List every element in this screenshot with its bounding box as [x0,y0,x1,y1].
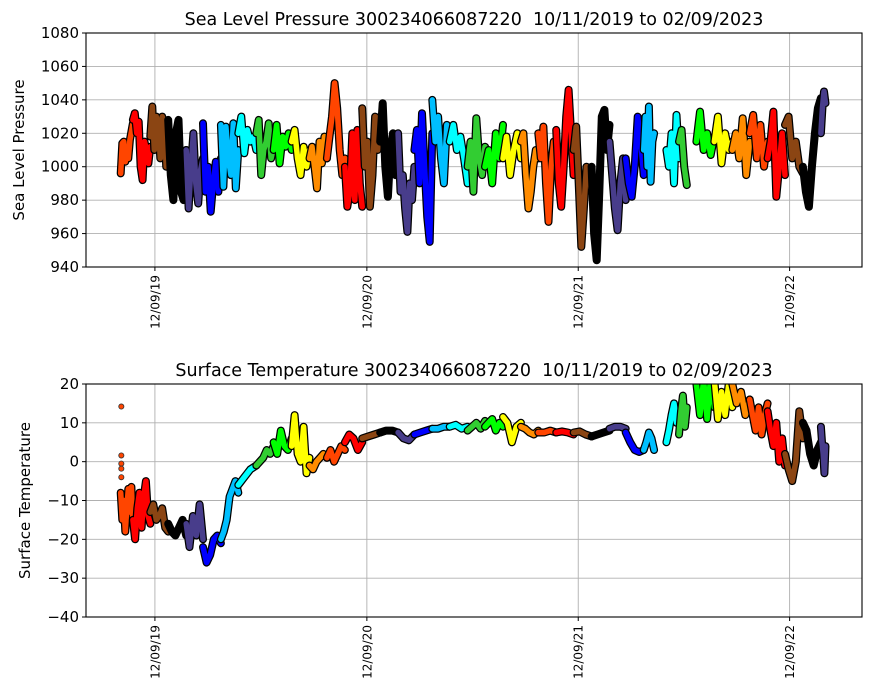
data-segment-2020-09 [306,133,330,192]
x-tick-label: 12/09/20 [360,625,374,679]
data-segment-2021-06 [464,115,488,195]
data-series [116,79,830,265]
y-tick-label: 10 [60,414,79,432]
y-tick-label: −10 [47,492,79,510]
data-segment-2022-05 [663,112,682,187]
y-tick-label: 0 [69,453,79,471]
y-tick-label: 1060 [41,57,79,75]
data-segment-2020-03 [200,120,224,215]
data-segment-2020-11 [342,431,365,453]
y-tick-label: −20 [47,530,79,548]
axes-frame [85,32,863,268]
data-segment-2022-01 [588,427,613,440]
data-segment-2023-02 [818,88,829,137]
temperature-chart: −40 −30 −20 −10 0 10 20 12/09/19 12/09/20 12/09/2… [16,361,863,679]
x-tick-label: 12/09/21 [572,625,586,679]
chart-title: Sea Level Pressure 300234066087220 10/11… [185,10,764,30]
data-segment-2019-10 [117,484,136,535]
data-segment-2022-06 [676,392,690,438]
data-segment-2019-10 [117,120,136,177]
data-point [118,474,125,481]
y-axis-label: Surface Temperature [16,422,34,579]
data-segment-2020-05 [235,113,260,157]
x-tick-label: 12/09/19 [148,625,162,679]
data-segment-2020-06 [253,443,277,469]
data-segment-2022-02 [606,423,629,432]
data-segment-2021-05 [446,422,471,432]
x-tick-label: 12/09/22 [783,275,797,329]
y-tick-label: −30 [47,569,79,587]
data-segment-2021-08 [500,130,524,178]
chart-title: Surface Temperature 300234066087220 10/1… [175,361,772,381]
data-segment-2023-02 [818,423,829,477]
data-segment-2020-12 [359,105,383,210]
data-segment-2020-02 [183,130,206,212]
y-tick-label: 960 [50,225,79,243]
data-point [118,403,125,410]
y-tick-label: 980 [50,191,79,209]
data-segment-2020-11 [342,127,365,210]
y-tick-label: 1000 [41,158,79,176]
data-segment-2020-08 [288,127,313,178]
data-segment-2021-02 [395,130,418,235]
data-segment-2020-10 [324,443,348,465]
y-tick-label: 20 [60,375,79,393]
data-segment-2020-04 [218,478,242,543]
data-segment-2020-02 [183,501,206,550]
y-axis-label: Sea Level Pressure [10,79,28,220]
x-tick-label: 12/09/21 [572,275,586,329]
data-segment-2020-01 [165,117,189,203]
data-segment-2021-09 [518,130,542,212]
data-segment-2019-11 [130,110,154,183]
data-segment-2019-11 [130,478,154,543]
data-segment-2023-01 [800,420,824,469]
data-segment-2022-11 [764,108,788,200]
y-tick-label: 1020 [41,124,79,142]
pressure-chart: 940 960 980 1000 1020 1040 1060 1080 12/09/19 12/… [10,10,863,329]
data-segment-2021-11 [553,87,577,210]
data-segment-2021-03 [411,110,436,245]
x-tick-label: 12/09/19 [148,275,162,329]
data-segment-2021-01 [377,100,401,200]
data-segment-2020-04 [218,120,242,192]
data-segment-2022-07 [693,108,718,158]
data-segment-2021-07 [482,416,506,434]
data-segment-2020-07 [270,122,295,167]
y-tick-label: 940 [50,258,79,276]
data-point [118,460,125,467]
data-point [118,452,125,459]
x-tick-label: 12/09/22 [783,625,797,679]
data-segment-2022-09 [729,384,753,418]
y-tick-label: 1040 [41,91,79,109]
y-tick-label: 1080 [41,24,79,42]
data-segment-2022-12 [782,408,806,484]
y-tick-label: −40 [47,608,79,626]
data-segment-2022-11 [764,408,788,469]
data-segment-2022-10 [746,112,771,170]
data-segment-2022-04 [640,103,657,185]
data-series [116,384,830,567]
data-segment-2022-09 [729,115,753,178]
x-tick-label: 12/09/20 [360,275,374,329]
data-segment-2022-06 [676,127,690,188]
data-segment-2019-12 [147,103,171,170]
data-segment-2020-08 [288,412,313,477]
data-segment-2022-04 [640,429,657,453]
data-segment-2020-09 [306,451,330,473]
data-point [118,465,125,472]
data-segment-2019-12 [147,501,171,535]
data-segment-2021-04 [429,97,453,187]
data-segment-2023-01 [800,95,824,210]
data-segment-2022-07 [693,384,718,422]
